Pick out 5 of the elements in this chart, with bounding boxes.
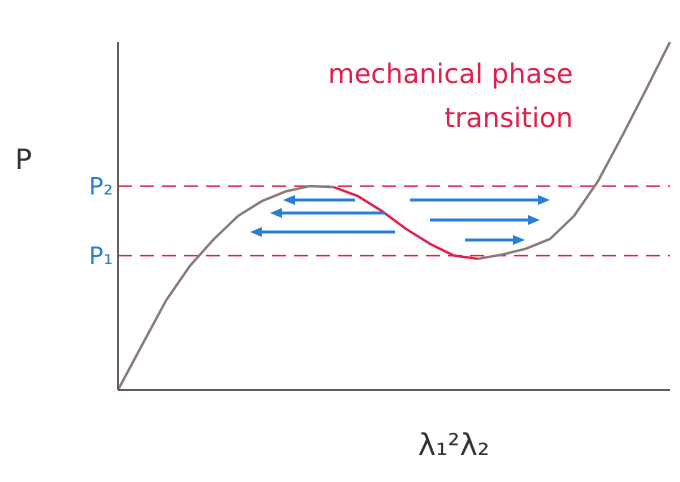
y-axis-title: P [15,143,32,176]
annotation: mechanical phase transition [327,58,573,136]
ref-line-label: P₂ [88,172,113,201]
x-axis-title: λ₁²λ₂ [418,428,490,463]
ref-line-label: P₁ [88,242,113,270]
